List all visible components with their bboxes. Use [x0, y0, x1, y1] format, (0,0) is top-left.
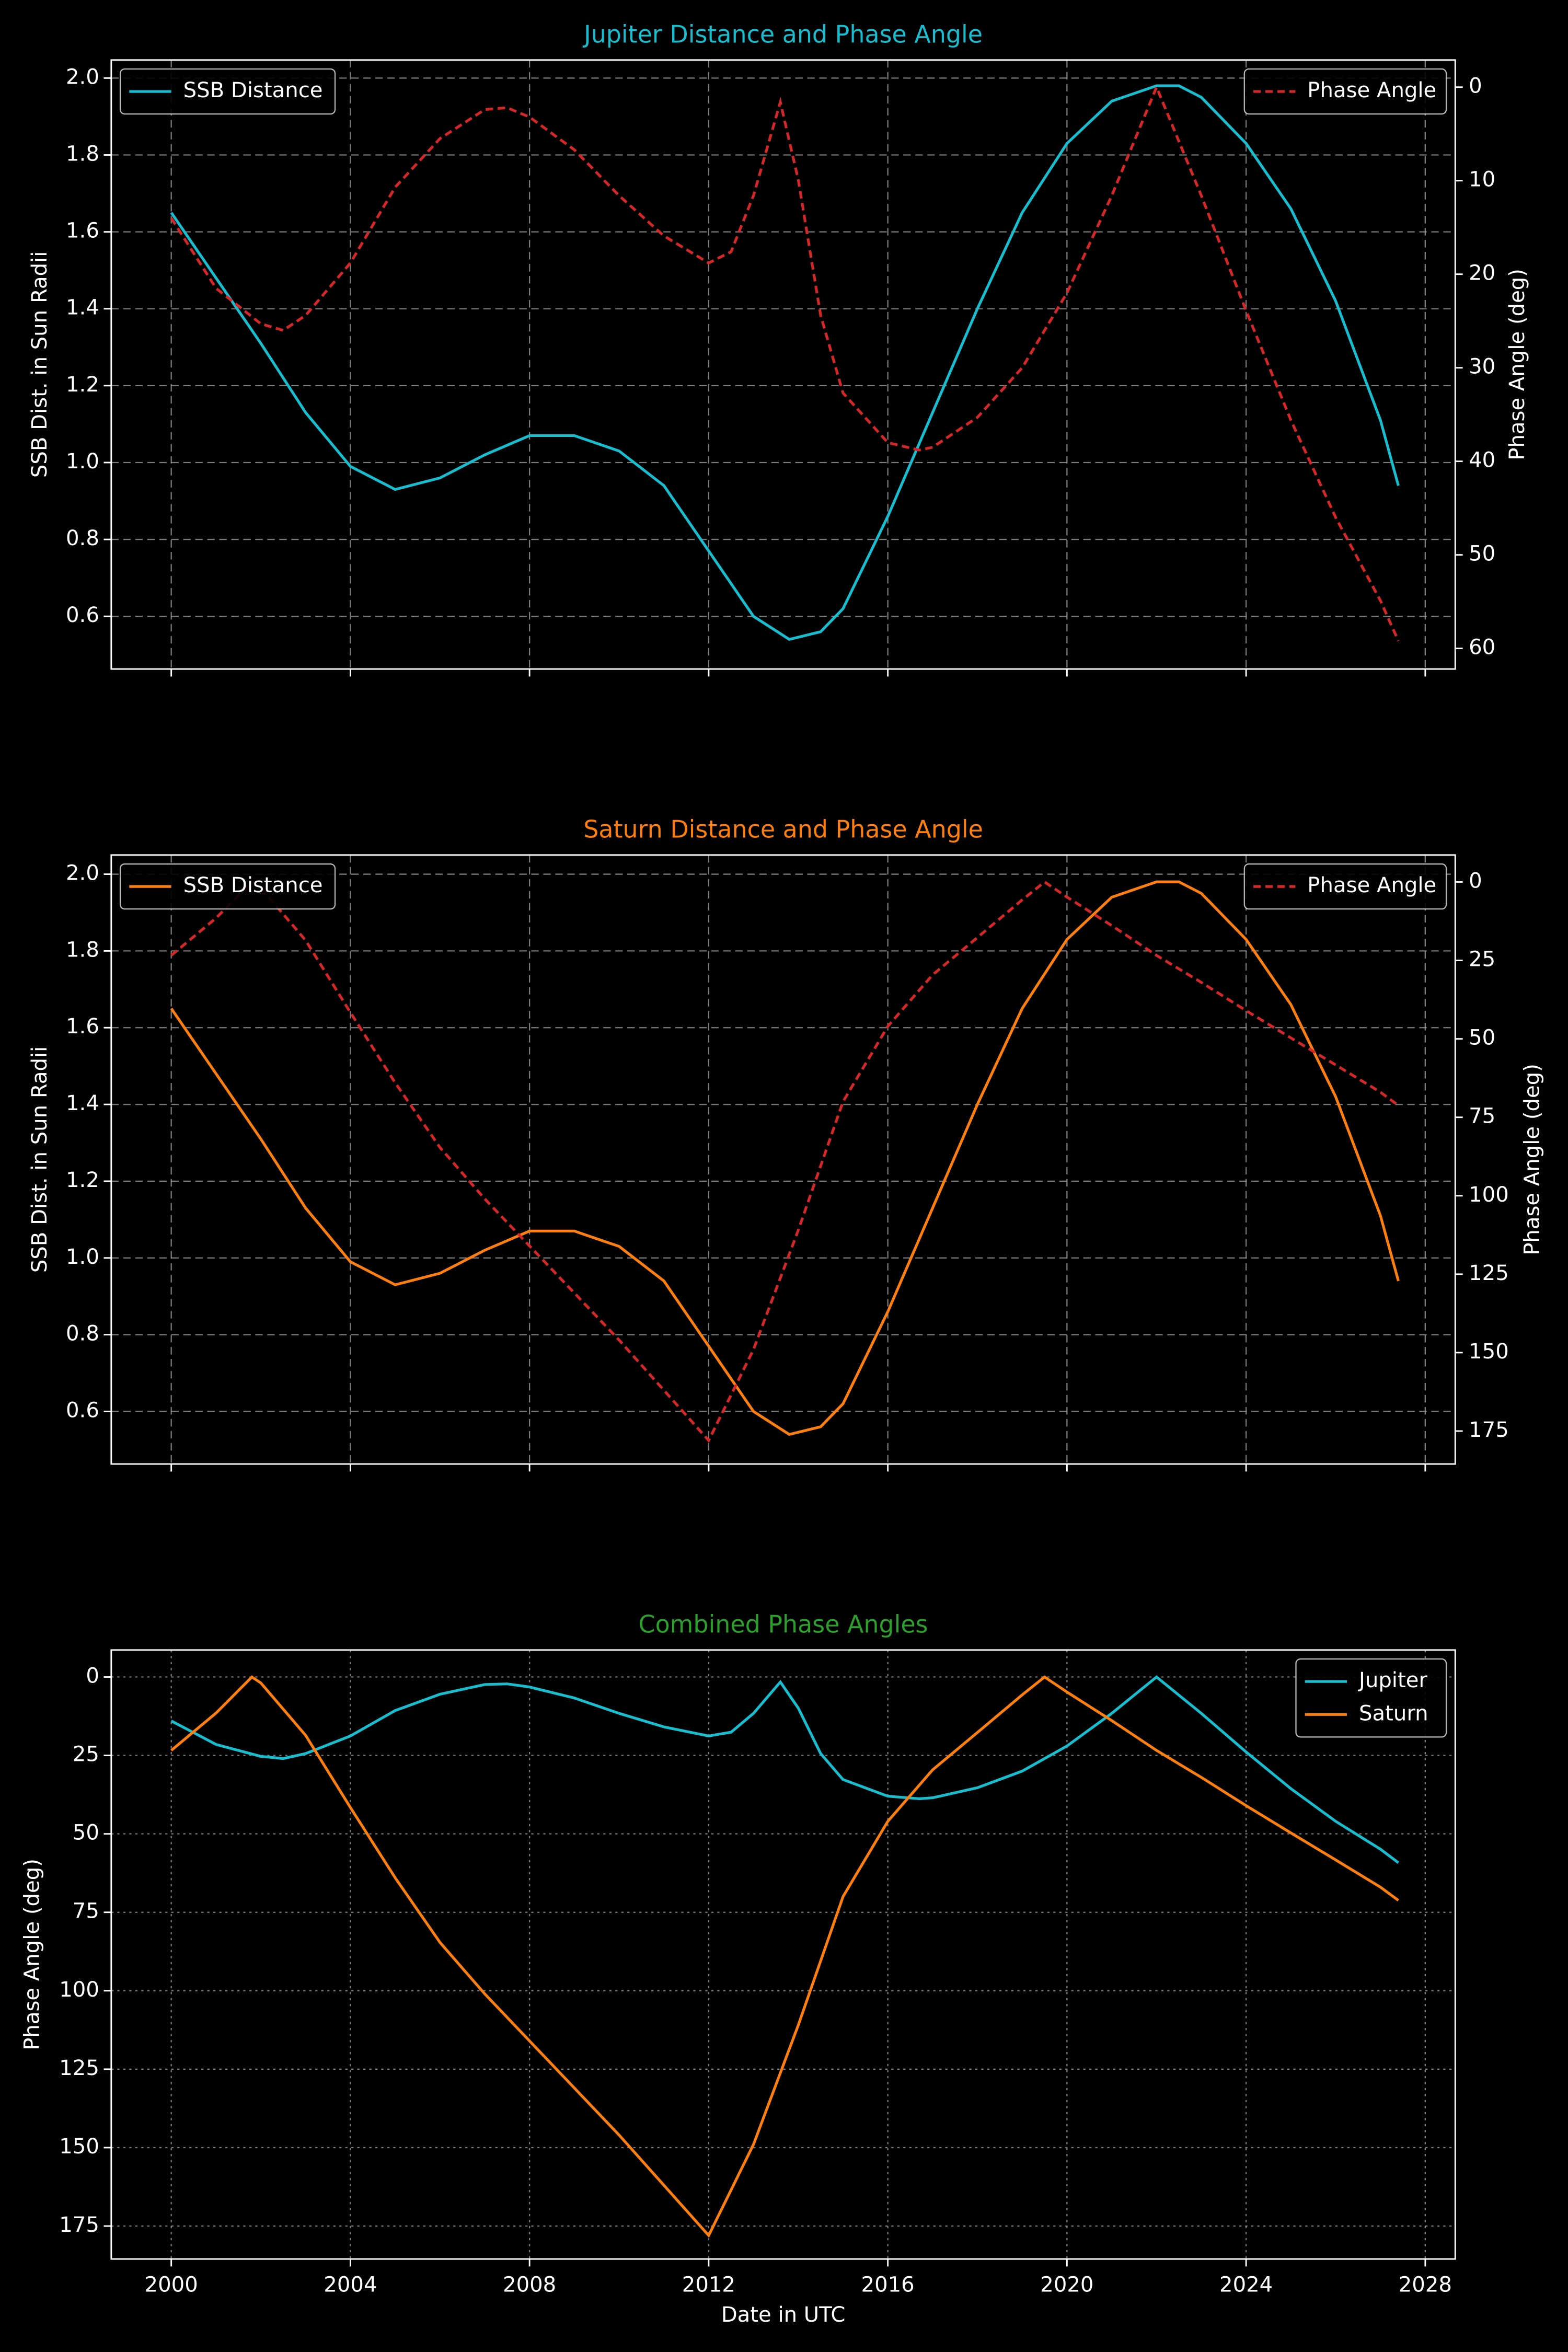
x-tick-label: 2016 — [861, 2273, 915, 2297]
series-line — [170, 880, 1400, 1436]
chart-title: Jupiter Distance and Phase Angle — [582, 20, 983, 48]
y-tick-label: 150 — [59, 2135, 99, 2159]
y2-tick-label: 50 — [1469, 542, 1495, 566]
legend-box — [1243, 863, 1447, 910]
y2-tick-label: 125 — [1469, 1261, 1509, 1285]
series-line — [170, 1675, 1400, 1864]
y-tick-label: 1.2 — [66, 1168, 99, 1192]
x-tick-label: 2004 — [324, 2273, 377, 2297]
legend-box — [1243, 68, 1447, 115]
legend-label: Jupiter — [1357, 1668, 1427, 1692]
y-tick-label: 1.8 — [66, 142, 99, 166]
y-tick-label: 1.8 — [66, 938, 99, 962]
series-line — [170, 83, 1400, 642]
x-axis-label: Date in UTC — [721, 2303, 846, 2327]
y2-tick-label: 50 — [1469, 1026, 1495, 1050]
legend-label: SSB Distance — [183, 873, 323, 897]
x-tick-label: 2000 — [145, 2273, 198, 2297]
plot-frame — [110, 1649, 1456, 2260]
legend-box — [1295, 1658, 1447, 1738]
x-tick-label: 2012 — [682, 2273, 735, 2297]
plot-frame — [110, 59, 1456, 670]
legend-box — [119, 863, 336, 910]
x-tick-label: 2020 — [1040, 2273, 1093, 2297]
subplot: Saturn Distance and Phase Angle 0.6 0.8 1.0… — [28, 815, 1544, 1472]
y2-tick-label: 60 — [1469, 636, 1495, 660]
x-tick-label: 2008 — [503, 2273, 556, 2297]
chart-title: Saturn Distance and Phase Angle — [583, 815, 983, 843]
series-line — [170, 880, 1399, 1443]
y-tick-label: 0 — [86, 1664, 99, 1688]
y2-tick-label: 75 — [1469, 1104, 1495, 1128]
x-tick-label: 2024 — [1219, 2273, 1273, 2297]
y-axis-label: Phase Angle (deg) — [20, 1859, 44, 2050]
y-tick-label: 0.6 — [66, 603, 99, 627]
y2-axis-label: Phase Angle (deg) — [1520, 1064, 1544, 1255]
y-axis-label: SSB Dist. in Sun Radii — [28, 251, 52, 478]
y-tick-label: 100 — [59, 1978, 99, 2002]
y-tick-label: 1.6 — [66, 219, 99, 243]
y-tick-label: 1.0 — [66, 449, 99, 474]
y-tick-label: 50 — [73, 1821, 99, 1845]
y2-tick-label: 30 — [1469, 355, 1495, 379]
y-tick-label: 25 — [73, 1743, 99, 1767]
y-tick-label: 0.8 — [66, 526, 99, 550]
plot-frame — [110, 854, 1456, 1465]
legend-label: Saturn — [1359, 1701, 1428, 1725]
y-tick-label: 175 — [59, 2213, 99, 2237]
series-line — [170, 1675, 1399, 2238]
y-tick-label: 1.6 — [66, 1014, 99, 1039]
y-axis-label: SSB Dist. in Sun Radii — [28, 1046, 52, 1273]
y2-tick-label: 40 — [1469, 448, 1495, 472]
y-tick-label: 1.0 — [66, 1245, 99, 1269]
y2-tick-label: 25 — [1469, 948, 1495, 972]
y-tick-label: 125 — [59, 2056, 99, 2080]
y-tick-label: 1.4 — [66, 296, 99, 320]
y-tick-label: 0.8 — [66, 1322, 99, 1346]
subplot: Combined Phase Angles 2000 2004 2008 2012 201… — [20, 1610, 1456, 2327]
y-tick-label: 75 — [73, 1899, 99, 1923]
y-tick-label: 2.0 — [66, 861, 99, 885]
y-tick-label: 0.6 — [66, 1398, 99, 1422]
y-tick-label: 1.2 — [66, 373, 99, 397]
legend-label: Phase Angle — [1307, 78, 1436, 102]
legend-box — [119, 68, 336, 115]
series-line — [170, 84, 1400, 641]
y-tick-label: 2.0 — [66, 65, 99, 89]
y2-tick-label: 0 — [1469, 869, 1482, 893]
y2-axis-label: Phase Angle (deg) — [1505, 269, 1529, 460]
y2-tick-label: 150 — [1469, 1340, 1509, 1364]
y2-tick-label: 0 — [1469, 74, 1482, 98]
legend-label: Phase Angle — [1307, 873, 1436, 897]
y2-tick-label: 10 — [1469, 168, 1495, 192]
y2-tick-label: 20 — [1469, 261, 1495, 285]
y2-tick-label: 175 — [1469, 1418, 1509, 1442]
legend-label: SSB Distance — [183, 78, 323, 102]
x-tick-label: 2028 — [1399, 2273, 1452, 2297]
chart-title: Combined Phase Angles — [639, 1610, 928, 1638]
subplot: Jupiter Distance and Phase Angle 0.6 0.8 1.… — [28, 20, 1529, 677]
y2-tick-label: 100 — [1469, 1183, 1509, 1207]
y-tick-label: 1.4 — [66, 1091, 99, 1115]
